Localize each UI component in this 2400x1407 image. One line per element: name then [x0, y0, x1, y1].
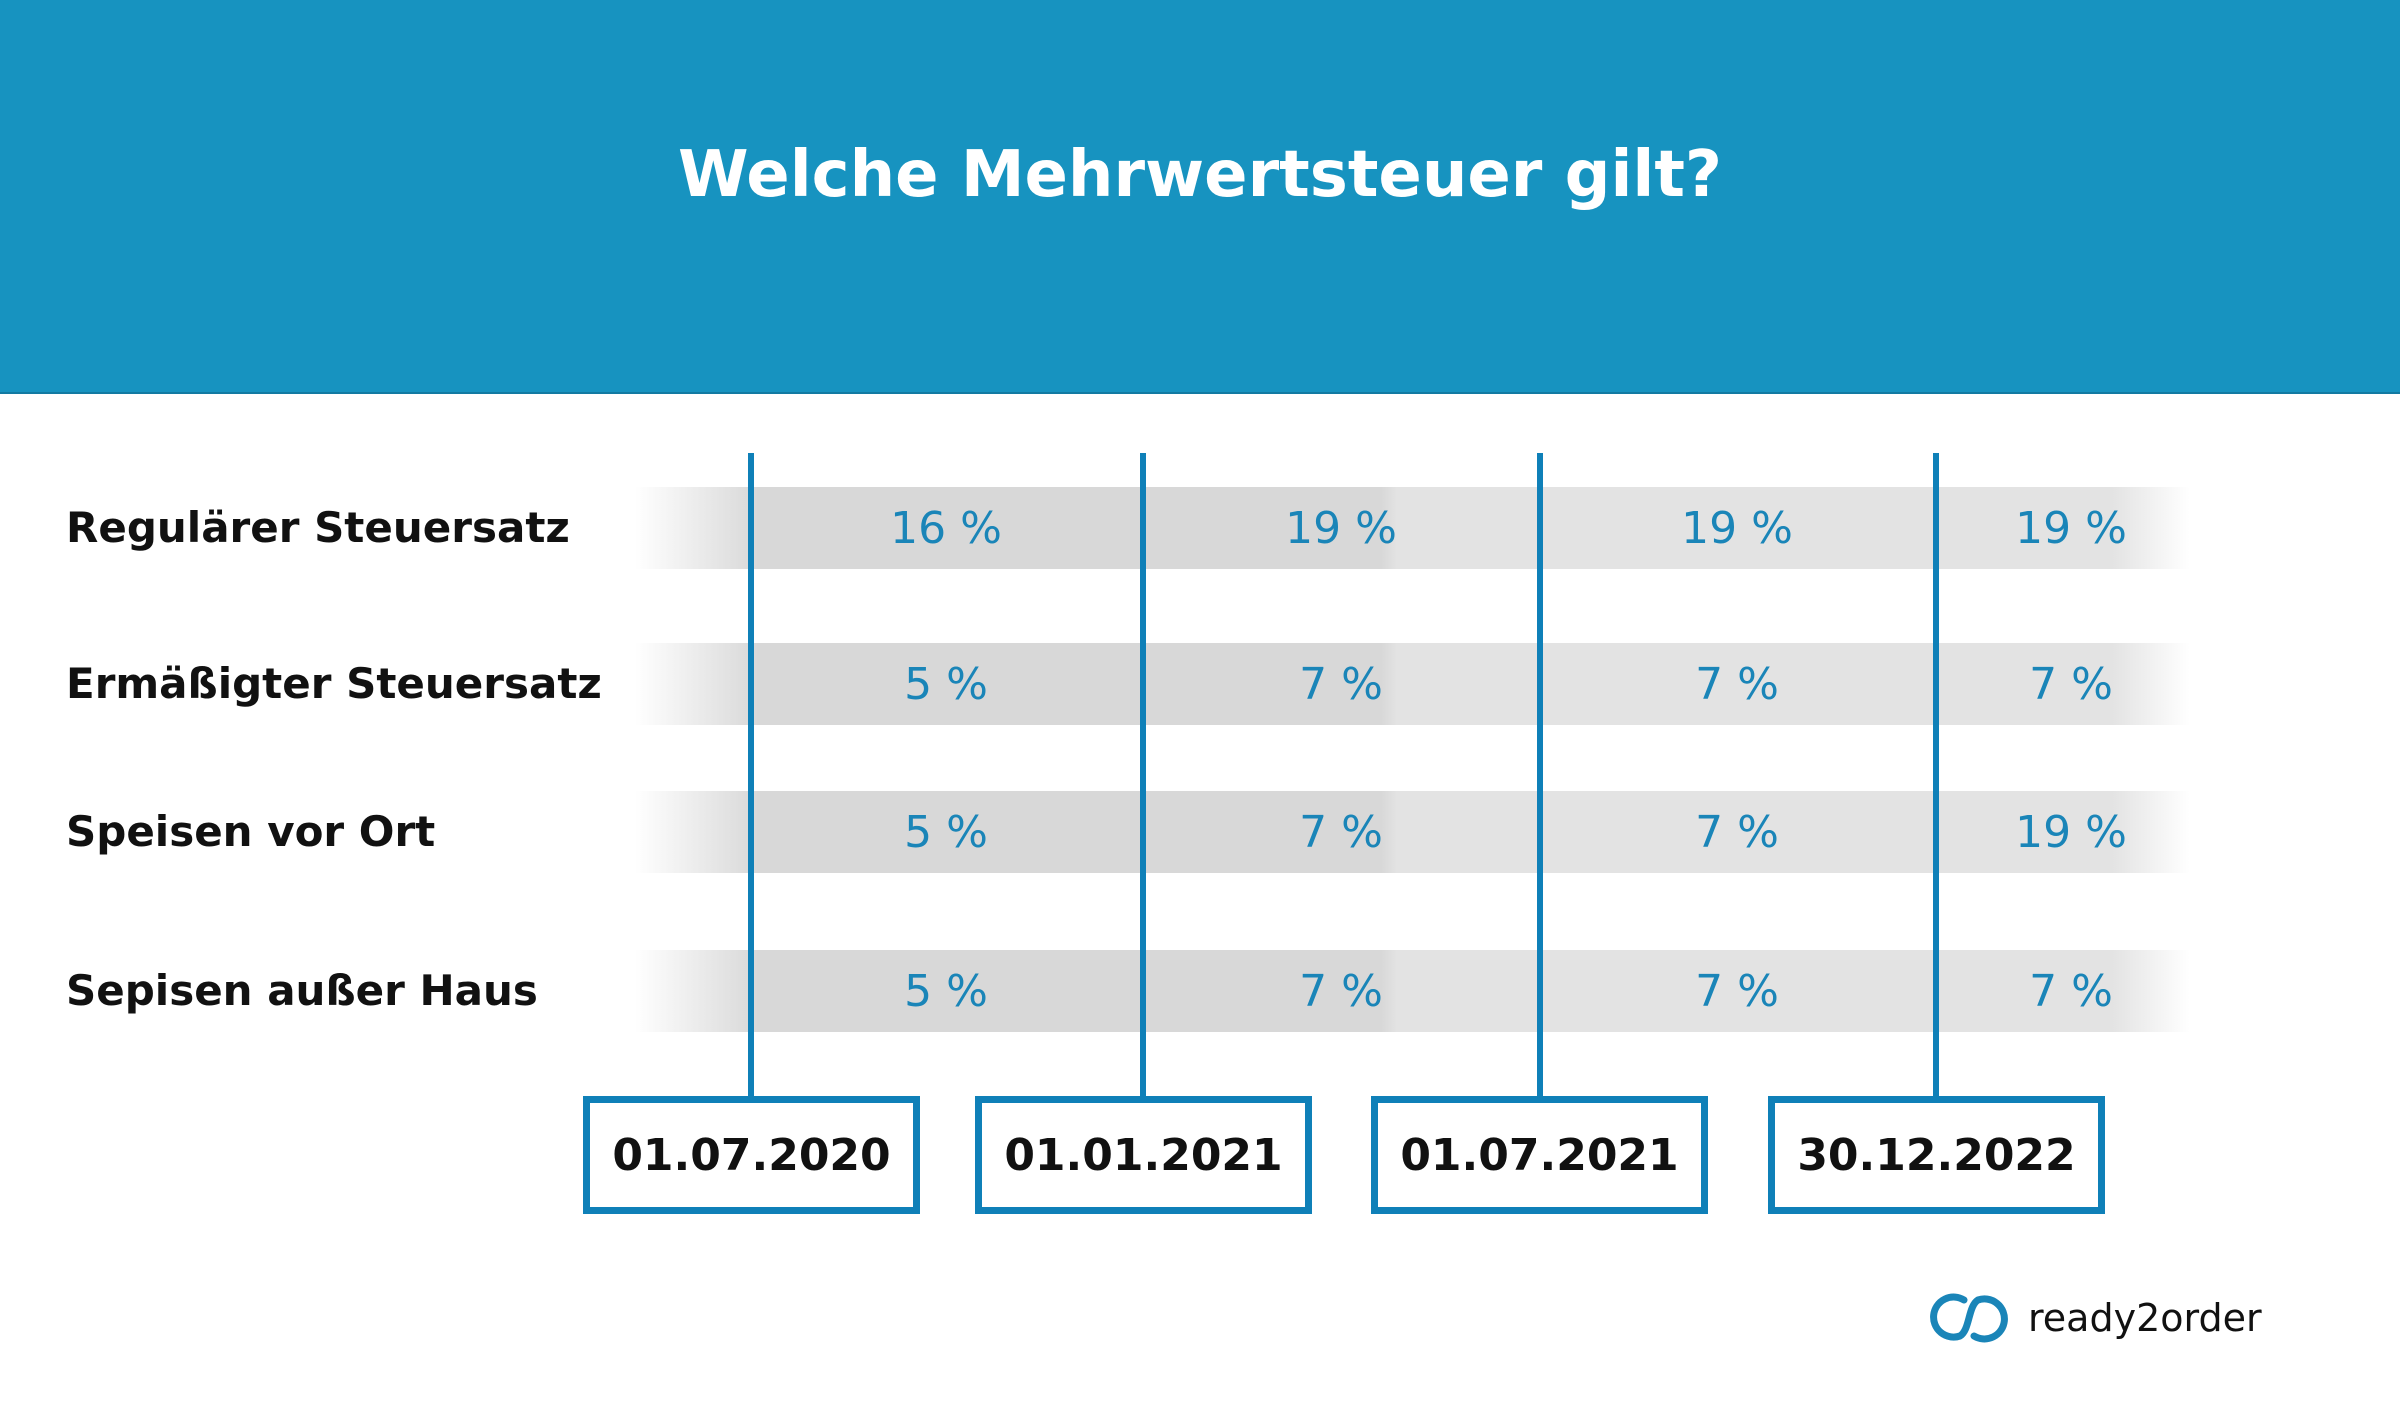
rate-value: 7 %: [1695, 966, 1779, 1017]
rate-value: 19 %: [1681, 503, 1793, 554]
row-band: [635, 487, 2190, 569]
row-label: Ermäßigter Steuersatz: [66, 659, 602, 708]
rate-value: 7 %: [1695, 807, 1779, 858]
rate-value: 5 %: [904, 659, 988, 710]
row-label: Regulärer Steuersatz: [66, 503, 570, 552]
rate-value: 7 %: [1695, 659, 1779, 710]
rate-value: 7 %: [1299, 659, 1383, 710]
date-box: 01.01.2021: [975, 1096, 1312, 1214]
rate-value: 16 %: [890, 503, 1002, 554]
row-band: [635, 643, 2190, 725]
rate-value: 19 %: [2015, 503, 2127, 554]
timeline-divider: [1933, 453, 1939, 1096]
rate-value: 7 %: [1299, 807, 1383, 858]
rate-value: 7 %: [1299, 966, 1383, 1017]
rate-value: 7 %: [2029, 659, 2113, 710]
logo-text: ready2order: [2028, 1296, 2262, 1340]
row-label: Speisen vor Ort: [66, 807, 436, 856]
timeline-divider: [1140, 453, 1146, 1096]
date-box: 30.12.2022: [1768, 1096, 2105, 1214]
header-banner: Welche Mehrwertsteuer gilt?: [0, 0, 2400, 394]
rate-value: 5 %: [904, 807, 988, 858]
timeline-divider: [748, 453, 754, 1096]
row-label: Sepisen außer Haus: [66, 966, 538, 1015]
rate-value: 7 %: [2029, 966, 2113, 1017]
date-box: 01.07.2021: [1371, 1096, 1708, 1214]
brand-logo: ready2order: [1930, 1290, 2262, 1346]
row-band: [635, 950, 2190, 1032]
ready2order-logo-icon: [1930, 1293, 2008, 1343]
date-box: 01.07.2020: [583, 1096, 920, 1214]
page-title: Welche Mehrwertsteuer gilt?: [677, 138, 1723, 212]
row-band: [635, 791, 2190, 873]
timeline-divider: [1537, 453, 1543, 1096]
rate-value: 5 %: [904, 966, 988, 1017]
rate-value: 19 %: [1285, 503, 1397, 554]
rate-value: 19 %: [2015, 807, 2127, 858]
